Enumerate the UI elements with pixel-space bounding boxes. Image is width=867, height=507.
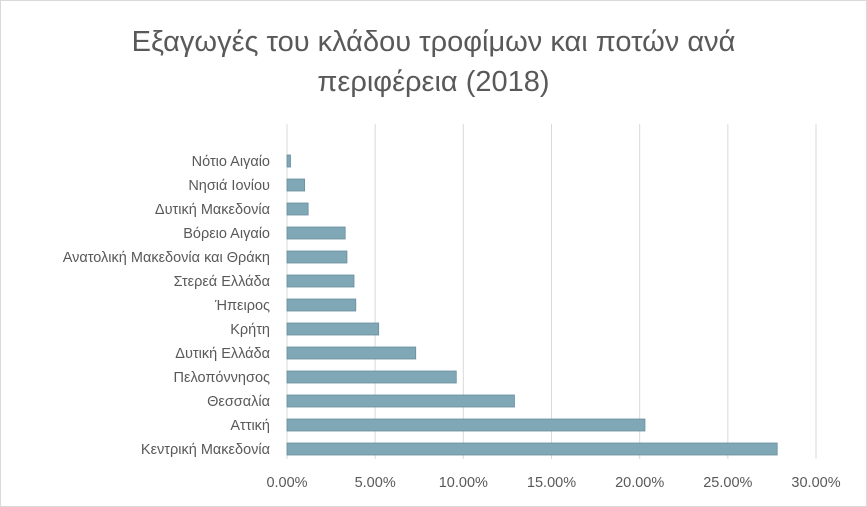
bars: [286, 154, 778, 456]
category-label: Πελοπόννησος: [174, 370, 270, 386]
bar: [286, 154, 291, 168]
bar: [286, 226, 346, 240]
bar: [286, 202, 309, 216]
chart-title: Εξαγωγές του κλάδου τροφίμων και ποτών α…: [0, 22, 867, 102]
category-label: Αττική: [230, 418, 270, 434]
x-tick-labels: 0.00% 5.00% 10.00% 15.00% 20.00% 25.00% 30.00%: [266, 475, 840, 491]
bar: [286, 298, 357, 312]
x-tick-label: 10.00%: [439, 475, 488, 491]
category-label: Βόρειο Αιγαίο: [183, 226, 270, 242]
category-labels: Νότιο Αιγαίο Νησιά Ιονίου Δυτική Μακεδονία…: [63, 154, 270, 458]
x-tick-label: 15.00%: [527, 475, 576, 491]
chart-title-line-2: περιφέρεια (2018): [317, 66, 550, 98]
category-label: Στερεά Ελλάδα: [174, 274, 270, 290]
bar: [286, 322, 380, 336]
bar: [286, 178, 306, 192]
bar: [286, 442, 778, 456]
bar: [286, 418, 646, 432]
category-label: Νησιά Ιονίου: [188, 178, 270, 194]
category-label: Νότιο Αιγαίο: [192, 154, 270, 170]
x-tick-label: 5.00%: [355, 475, 396, 491]
bar: [286, 274, 355, 288]
bar: [286, 346, 417, 360]
x-tick-label: 0.00%: [266, 475, 307, 491]
category-label: Κεντρική Μακεδονία: [141, 442, 270, 458]
bar: [286, 250, 348, 264]
x-tick-label: 25.00%: [703, 475, 752, 491]
category-label: Θεσσαλία: [207, 394, 270, 410]
chart-title-line-1: Εξαγωγές του κλάδου τροφίμων και ποτών α…: [131, 26, 736, 58]
category-label: Δυτική Ελλάδα: [175, 346, 270, 362]
category-label: Ανατολική Μακεδονία και Θράκη: [63, 250, 270, 266]
bar: [286, 370, 457, 384]
gridlines: [286, 124, 817, 459]
x-tick-label: 30.00%: [791, 475, 840, 491]
category-label: Κρήτη: [230, 322, 270, 338]
bar: [286, 394, 515, 408]
category-label: Ήπειρος: [214, 298, 270, 314]
category-label: Δυτική Μακεδονία: [155, 202, 270, 218]
x-tick-label: 20.00%: [615, 475, 664, 491]
